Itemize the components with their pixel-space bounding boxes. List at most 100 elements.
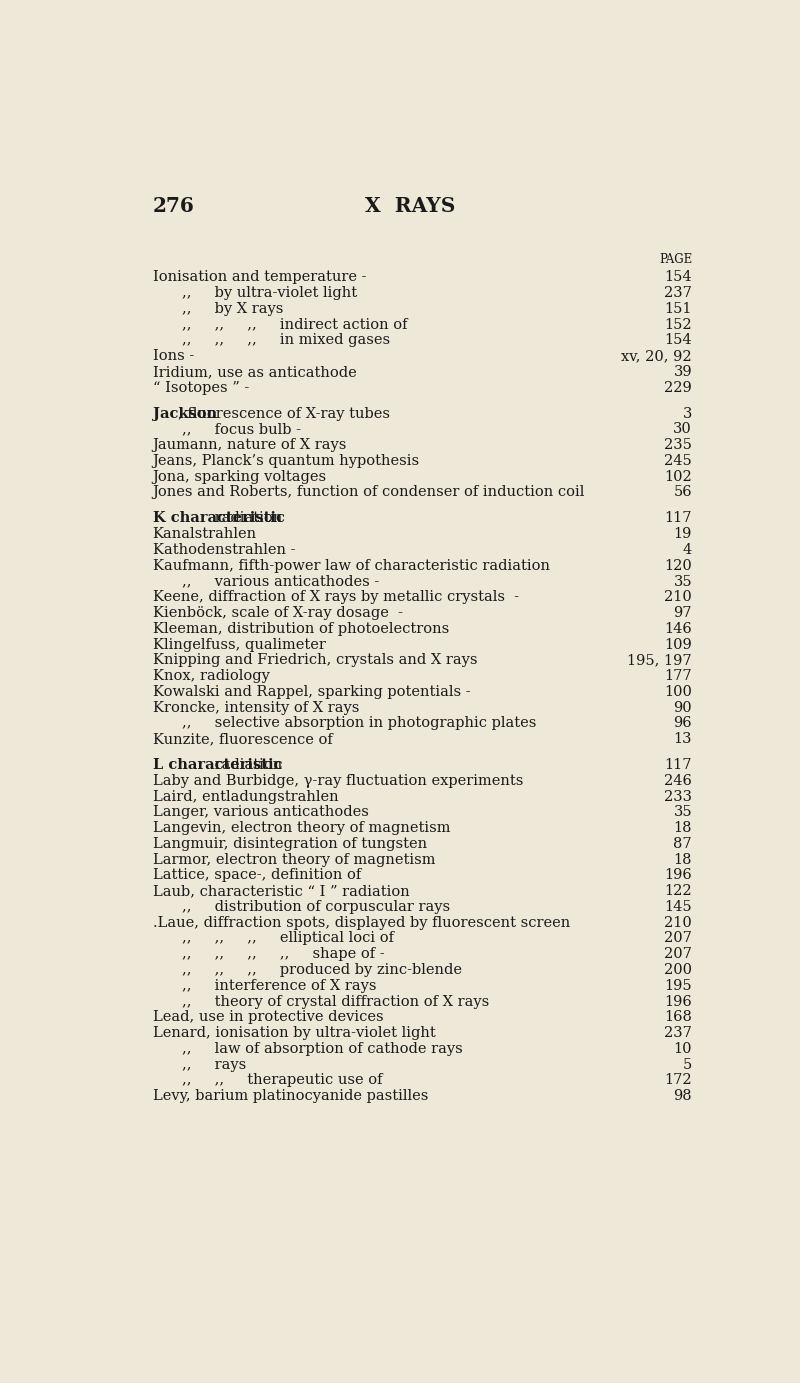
Text: Kowalski and Rappel, sparking potentials -: Kowalski and Rappel, sparking potentials…: [153, 685, 470, 698]
Text: 195: 195: [665, 979, 692, 993]
Text: Kathodenstrahlen -: Kathodenstrahlen -: [153, 544, 295, 557]
Text: 4: 4: [683, 544, 692, 557]
Text: 87: 87: [674, 837, 692, 851]
Text: Ions -: Ions -: [153, 349, 194, 364]
Text: 5: 5: [683, 1058, 692, 1072]
Text: Knipping and Friedrich, crystals and X rays: Knipping and Friedrich, crystals and X r…: [153, 653, 477, 668]
Text: Langmuir, disintegration of tungsten: Langmuir, disintegration of tungsten: [153, 837, 427, 851]
Text: 146: 146: [664, 622, 692, 636]
Text: Levy, barium platinocyanide pastilles: Levy, barium platinocyanide pastilles: [153, 1088, 428, 1104]
Text: Jackson: Jackson: [153, 407, 217, 420]
Text: 18: 18: [674, 822, 692, 835]
Text: 246: 246: [664, 774, 692, 788]
Text: 120: 120: [664, 559, 692, 573]
Text: Iridium, use as anticathode: Iridium, use as anticathode: [153, 365, 357, 379]
Text: 109: 109: [664, 638, 692, 651]
Text: 35: 35: [674, 574, 692, 589]
Text: 97: 97: [674, 606, 692, 620]
Text: 18: 18: [674, 853, 692, 867]
Text: Kroncke, intensity of X rays: Kroncke, intensity of X rays: [153, 701, 359, 715]
Text: 10: 10: [674, 1041, 692, 1055]
Text: ,,     interference of X rays: ,, interference of X rays: [182, 979, 377, 993]
Text: 196: 196: [664, 869, 692, 882]
Text: Kunzite, fluorescence of: Kunzite, fluorescence of: [153, 732, 333, 745]
Text: 196: 196: [664, 994, 692, 1008]
Text: 90: 90: [674, 701, 692, 715]
Text: 200: 200: [664, 963, 692, 976]
Text: PAGE: PAGE: [659, 253, 692, 267]
Text: 152: 152: [665, 318, 692, 332]
Text: 245: 245: [664, 454, 692, 467]
Text: Laby and Burbidge, γ-ray fluctuation experiments: Laby and Burbidge, γ-ray fluctuation exp…: [153, 774, 523, 788]
Text: ,,     law of absorption of cathode rays: ,, law of absorption of cathode rays: [182, 1041, 463, 1055]
Text: ,,     ,,     ,,     produced by zinc-blende: ,, ,, ,, produced by zinc-blende: [182, 963, 462, 976]
Text: ,,     by X rays: ,, by X rays: [182, 301, 284, 315]
Text: 210: 210: [664, 591, 692, 604]
Text: Laub, characteristic “ I ” radiation: Laub, characteristic “ I ” radiation: [153, 884, 410, 898]
Text: K characteristic: K characteristic: [153, 512, 285, 526]
Text: 154: 154: [665, 270, 692, 285]
Text: 207: 207: [664, 947, 692, 961]
Text: 117: 117: [665, 512, 692, 526]
Text: Kaufmann, fifth-power law of characteristic radiation: Kaufmann, fifth-power law of characteris…: [153, 559, 550, 573]
Text: Larmor, electron theory of magnetism: Larmor, electron theory of magnetism: [153, 853, 435, 867]
Text: ,,     ,,     ,,     indirect action of: ,, ,, ,, indirect action of: [182, 318, 408, 332]
Text: 56: 56: [674, 485, 692, 499]
Text: 233: 233: [664, 790, 692, 804]
Text: ,,     focus bulb -: ,, focus bulb -: [182, 422, 302, 437]
Text: ,,     ,,     therapeutic use of: ,, ,, therapeutic use of: [182, 1073, 383, 1087]
Text: 30: 30: [674, 422, 692, 437]
Text: radiation: radiation: [210, 512, 282, 526]
Text: Kanalstrahlen: Kanalstrahlen: [153, 527, 257, 541]
Text: Ionisation and temperature -: Ionisation and temperature -: [153, 270, 366, 285]
Text: Kienböck, scale of X-ray dosage  -: Kienböck, scale of X-ray dosage -: [153, 606, 402, 620]
Text: 100: 100: [664, 685, 692, 698]
Text: ,,     distribution of corpuscular rays: ,, distribution of corpuscular rays: [182, 900, 450, 914]
Text: 168: 168: [664, 1011, 692, 1025]
Text: L characteristic: L characteristic: [153, 758, 282, 772]
Text: Laird, entladungstrahlen: Laird, entladungstrahlen: [153, 790, 338, 804]
Text: 237: 237: [664, 286, 692, 300]
Text: X  RAYS: X RAYS: [365, 196, 455, 216]
Text: 3: 3: [682, 407, 692, 420]
Text: Knox, radiology: Knox, radiology: [153, 669, 270, 683]
Text: 172: 172: [665, 1073, 692, 1087]
Text: 19: 19: [674, 527, 692, 541]
Text: ,,     rays: ,, rays: [182, 1058, 246, 1072]
Text: Klingelfuss, qualimeter: Klingelfuss, qualimeter: [153, 638, 326, 651]
Text: 177: 177: [665, 669, 692, 683]
Text: Lattice, space-, definition of: Lattice, space-, definition of: [153, 869, 361, 882]
Text: ,,     theory of crystal diffraction of X rays: ,, theory of crystal diffraction of X ra…: [182, 994, 490, 1008]
Text: 13: 13: [674, 732, 692, 745]
Text: ,,     ,,     ,,     elliptical loci of: ,, ,, ,, elliptical loci of: [182, 932, 394, 946]
Text: 117: 117: [665, 758, 692, 772]
Text: Jona, sparking voltages: Jona, sparking voltages: [153, 470, 327, 484]
Text: 276: 276: [153, 196, 194, 216]
Text: 102: 102: [664, 470, 692, 484]
Text: Keene, diffraction of X rays by metallic crystals  -: Keene, diffraction of X rays by metallic…: [153, 591, 519, 604]
Text: , fluorescence of X-ray tubes: , fluorescence of X-ray tubes: [178, 407, 390, 420]
Text: 235: 235: [664, 438, 692, 452]
Text: ,,     ,,     ,,     ,,     shape of -: ,, ,, ,, ,, shape of -: [182, 947, 385, 961]
Text: 207: 207: [664, 932, 692, 946]
Text: Jones and Roberts, function of condenser of induction coil: Jones and Roberts, function of condenser…: [153, 485, 585, 499]
Text: 98: 98: [674, 1088, 692, 1104]
Text: ,,     various anticathodes -: ,, various anticathodes -: [182, 574, 380, 589]
Text: radiation: radiation: [210, 758, 282, 772]
Text: Jaumann, nature of X rays: Jaumann, nature of X rays: [153, 438, 347, 452]
Text: 151: 151: [665, 301, 692, 315]
Text: .Laue, diffraction spots, displayed by fluorescent screen: .Laue, diffraction spots, displayed by f…: [153, 916, 570, 929]
Text: 229: 229: [664, 380, 692, 394]
Text: Langer, various anticathodes: Langer, various anticathodes: [153, 805, 369, 819]
Text: 145: 145: [665, 900, 692, 914]
Text: Kleeman, distribution of photoelectrons: Kleeman, distribution of photoelectrons: [153, 622, 449, 636]
Text: Lead, use in protective devices: Lead, use in protective devices: [153, 1011, 383, 1025]
Text: 122: 122: [665, 884, 692, 898]
Text: ,,     selective absorption in photographic plates: ,, selective absorption in photographic …: [182, 716, 537, 730]
Text: ,,     ,,     ,,     in mixed gases: ,, ,, ,, in mixed gases: [182, 333, 390, 347]
Text: 39: 39: [674, 365, 692, 379]
Text: 195, 197: 195, 197: [627, 653, 692, 668]
Text: 210: 210: [664, 916, 692, 929]
Text: ,,     by ultra-violet light: ,, by ultra-violet light: [182, 286, 358, 300]
Text: 154: 154: [665, 333, 692, 347]
